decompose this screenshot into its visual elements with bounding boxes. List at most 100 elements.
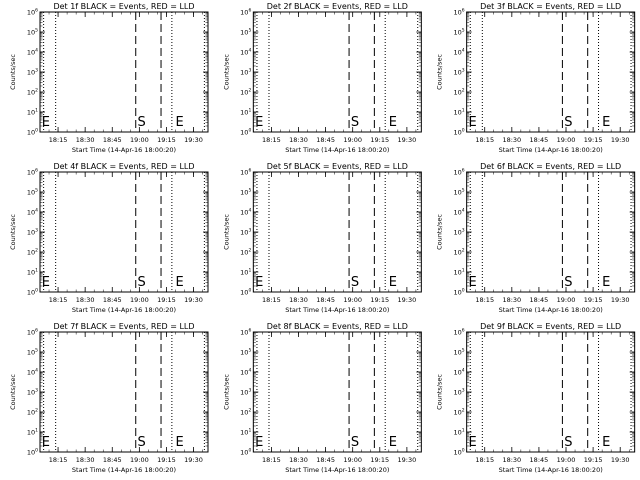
y-tick-exponent: 4: [462, 208, 465, 214]
y-tick-exponent: 3: [462, 68, 465, 74]
y-tick-base: 10: [454, 49, 462, 57]
chart-title: Det 7f BLACK = Events, RED = LLD: [53, 322, 194, 331]
y-tick-base: 10: [454, 329, 462, 337]
y-tick-base: 10: [27, 249, 35, 257]
y-tick-label: 102: [27, 248, 38, 257]
y-tick-label: 104: [27, 368, 38, 377]
x-axis-label: Start Time (14-Apr-16 18:00:20): [499, 466, 603, 474]
y-tick-base: 10: [454, 89, 462, 97]
y-tick-base: 10: [27, 429, 35, 437]
y-tick-exponent: 5: [462, 28, 465, 34]
y-tick-label: 101: [454, 268, 465, 277]
y-tick-base: 10: [454, 189, 462, 197]
y-tick-exponent: 1: [35, 108, 38, 114]
y-tick-label: 101: [27, 268, 38, 277]
y-tick-base: 10: [240, 409, 248, 417]
y-tick-exponent: 0: [248, 128, 251, 134]
y-tick-exponent: 5: [248, 188, 251, 194]
plot-frame: [252, 11, 422, 133]
y-tick-exponent: 5: [35, 188, 38, 194]
x-tick-label: 18:30: [289, 136, 308, 144]
y-tick-exponent: 1: [462, 108, 465, 114]
y-tick-exponent: 2: [248, 408, 251, 414]
y-axis-label: Counts/sec: [436, 374, 444, 410]
x-tick-label: 19:30: [398, 456, 417, 464]
x-tick-label: 18:45: [530, 456, 549, 464]
y-tick-label: 103: [27, 388, 38, 397]
y-tick-exponent: 6: [248, 8, 251, 14]
y-tick-label: 103: [454, 228, 465, 237]
interval-marker-e: E: [602, 435, 610, 450]
x-tick-label: 19:00: [343, 136, 362, 144]
x-axis-label: Start Time (14-Apr-16 18:00:20): [285, 466, 389, 474]
y-tick-exponent: 1: [462, 268, 465, 274]
y-tick-label: 102: [454, 248, 465, 257]
y-tick-exponent: 0: [35, 288, 38, 294]
y-axis-label: Counts/sec: [222, 214, 230, 250]
y-tick-label: 101: [240, 268, 251, 277]
y-tick-base: 10: [454, 429, 462, 437]
y-tick-label: 102: [240, 408, 251, 417]
x-tick-label: 19:15: [370, 296, 389, 304]
y-tick-label: 102: [454, 408, 465, 417]
y-tick-exponent: 4: [35, 208, 38, 214]
y-tick-exponent: 4: [462, 48, 465, 54]
y-tick-base: 10: [240, 269, 248, 277]
x-tick-label: 18:30: [76, 296, 95, 304]
y-tick-label: 106: [27, 328, 38, 337]
y-tick-label: 104: [240, 48, 251, 57]
chart-title: Det 5f BLACK = Events, RED = LLD: [267, 162, 408, 171]
x-tick-label: 19:00: [130, 296, 149, 304]
y-tick-base: 10: [240, 349, 248, 357]
y-tick-label: 103: [27, 68, 38, 77]
interval-marker-e: E: [468, 275, 476, 290]
chart-panel: Det 3f BLACK = Events, RED = LLD Counts/s…: [436, 2, 636, 154]
y-axis-label: Counts/sec: [9, 374, 17, 410]
x-tick-label: 19:15: [157, 296, 176, 304]
y-tick-exponent: 5: [462, 348, 465, 354]
x-tick-label: 19:30: [611, 136, 630, 144]
y-tick-label: 105: [27, 188, 38, 197]
y-tick-label: 101: [240, 428, 251, 437]
y-axis-label: Counts/sec: [222, 54, 230, 90]
y-tick-label: 100: [240, 448, 251, 457]
y-tick-exponent: 4: [462, 368, 465, 374]
y-tick-label: 104: [454, 48, 465, 57]
chart-title: Det 6f BLACK = Events, RED = LLD: [480, 162, 621, 171]
y-tick-base: 10: [240, 209, 248, 217]
x-tick-label: 18:45: [103, 456, 122, 464]
y-tick-base: 10: [454, 169, 462, 177]
chart-panel: Det 5f BLACK = Events, RED = LLD Counts/s…: [222, 162, 422, 314]
y-tick-exponent: 1: [35, 268, 38, 274]
y-tick-exponent: 4: [248, 368, 251, 374]
x-tick-label: 18:30: [76, 456, 95, 464]
y-tick-exponent: 1: [462, 428, 465, 434]
y-tick-exponent: 4: [35, 48, 38, 54]
y-tick-exponent: 5: [35, 28, 38, 34]
x-tick-label: 18:45: [316, 136, 335, 144]
y-tick-exponent: 1: [35, 428, 38, 434]
y-axis-label: Counts/sec: [436, 54, 444, 90]
y-axis-label: Counts/sec: [9, 54, 17, 90]
y-tick-label: 106: [454, 8, 465, 17]
x-tick-label: 19:00: [557, 136, 576, 144]
chart-panel: Det 7f BLACK = Events, RED = LLD Counts/s…: [9, 322, 209, 474]
y-tick-label: 105: [454, 28, 465, 37]
y-tick-label: 106: [27, 8, 38, 17]
x-tick-label: 18:15: [262, 296, 281, 304]
y-tick-exponent: 3: [248, 68, 251, 74]
y-tick-base: 10: [454, 289, 462, 297]
y-tick-base: 10: [27, 49, 35, 57]
interval-marker-e: E: [468, 435, 476, 450]
plot-frame: [466, 331, 636, 453]
y-tick-exponent: 5: [462, 188, 465, 194]
y-tick-label: 100: [240, 128, 251, 137]
interval-marker-s: S: [564, 275, 572, 290]
x-tick-label: 18:15: [475, 456, 494, 464]
y-tick-base: 10: [240, 249, 248, 257]
y-tick-base: 10: [454, 209, 462, 217]
y-tick-label: 105: [240, 188, 251, 197]
interval-marker-s: S: [564, 115, 572, 130]
y-tick-base: 10: [454, 449, 462, 457]
y-tick-label: 106: [27, 168, 38, 177]
